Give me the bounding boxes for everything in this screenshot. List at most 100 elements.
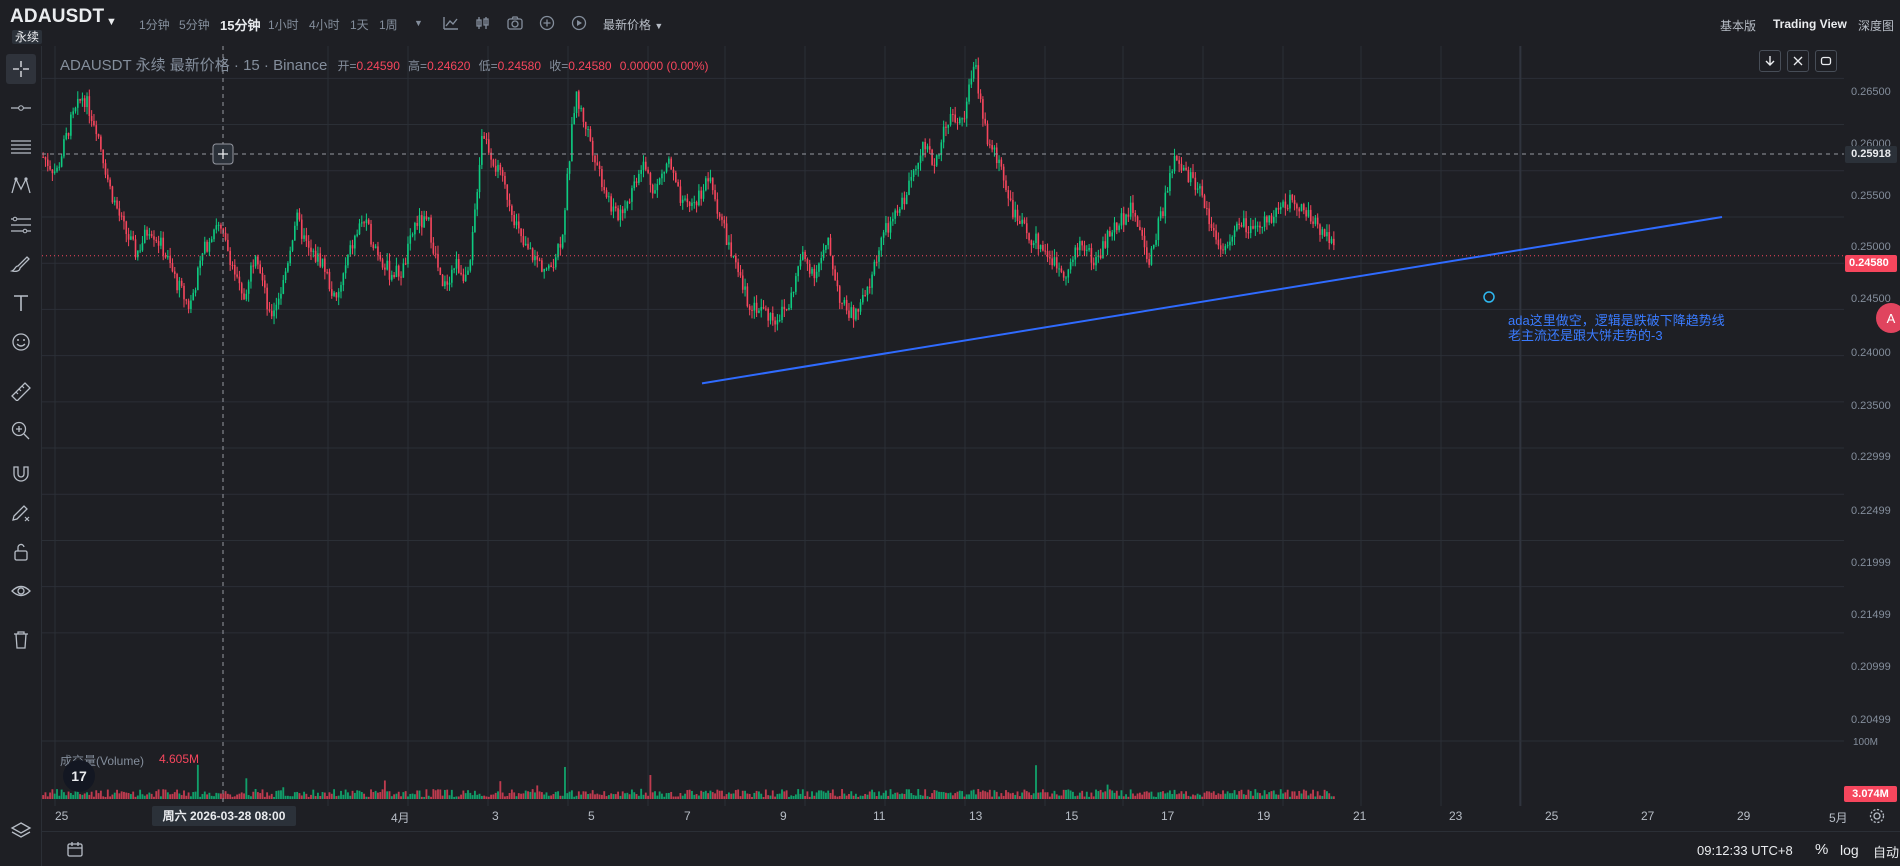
candle-body (1025, 223, 1028, 234)
candle-body (1157, 218, 1160, 240)
candle-body (183, 285, 185, 300)
volume-bar (58, 795, 61, 799)
volume-bar (303, 791, 305, 799)
timeframe-1m[interactable]: 1分钟 (139, 18, 170, 32)
indicators-icon[interactable] (442, 14, 460, 32)
volume-bar (434, 790, 437, 799)
more-timeframes-chevron-icon[interactable]: ▼ (414, 18, 423, 28)
volume-bar (693, 794, 696, 799)
volume-bar (654, 791, 656, 799)
magnet-tool[interactable] (6, 459, 36, 489)
volume-bar (213, 796, 215, 799)
candle-body (310, 247, 312, 252)
volume-bar (1201, 796, 1204, 799)
chevron-down-icon[interactable]: ▼ (106, 16, 117, 28)
view-depth-button[interactable]: 深度图 (1858, 19, 1895, 33)
candle-body (360, 222, 363, 224)
object-tree-tool[interactable] (6, 816, 36, 846)
volume-bar (56, 789, 58, 799)
trendline-tool[interactable] (6, 93, 36, 123)
volume-bar (993, 790, 996, 799)
volume-bar (134, 796, 137, 799)
volume-bar (372, 792, 375, 799)
channel-tool[interactable] (6, 132, 36, 162)
pattern-tool[interactable] (6, 171, 36, 201)
candle-body (134, 239, 137, 258)
timeframe-1d[interactable]: 1天 (350, 18, 369, 32)
view-basic-button[interactable]: 基本版 (1720, 19, 1757, 33)
view-tradingview-button[interactable]: Trading View (1773, 17, 1847, 31)
percent-scale-button[interactable]: % (1815, 841, 1829, 858)
candle-body (524, 243, 527, 246)
price-tick: 0.24000 (1851, 347, 1891, 359)
scroll-down-button[interactable] (1759, 50, 1781, 72)
zoom-tool[interactable] (6, 415, 36, 445)
brush-tool[interactable] (6, 249, 36, 279)
volume-bar (510, 789, 513, 799)
candle-body (100, 136, 102, 150)
candle-body (1270, 215, 1273, 223)
timeframe-1h[interactable]: 1小时 (268, 18, 299, 32)
fib-tool[interactable] (6, 210, 36, 240)
text-tool[interactable] (6, 288, 36, 318)
volume-bar (727, 792, 730, 799)
volume-bar (53, 793, 56, 799)
candle-body (970, 78, 973, 85)
price-type-dropdown[interactable]: 最新价格 ▼ (603, 18, 664, 32)
candle-body (952, 114, 954, 116)
volume-bar (1189, 796, 1192, 799)
volume-bar (411, 793, 414, 799)
replay-icon[interactable] (570, 14, 588, 32)
candle-body (554, 257, 557, 268)
emoji-tool[interactable] (6, 327, 36, 357)
chart-type-icon[interactable] (474, 14, 492, 32)
price-chart[interactable] (42, 46, 1844, 806)
volume-bar (169, 794, 172, 799)
volume-bar (605, 796, 608, 799)
settings-gear-icon[interactable] (1868, 807, 1886, 825)
candle-body (1291, 194, 1294, 201)
crosshair-tool[interactable] (6, 54, 36, 84)
pencil-icon (12, 505, 30, 522)
volume-bar (171, 793, 174, 799)
refresh-button[interactable] (1815, 50, 1837, 72)
volume-bar (617, 791, 620, 799)
volume-bar (1150, 791, 1153, 799)
timeframe-1w[interactable]: 1周 (379, 18, 398, 32)
candle-body (723, 219, 726, 224)
ai-assistant-icon[interactable]: A (1876, 303, 1900, 333)
date-range-icon[interactable] (65, 841, 85, 859)
volume-bar (224, 791, 227, 799)
add-circle-icon[interactable] (538, 14, 556, 32)
timeframe-5m[interactable]: 5分钟 (179, 18, 210, 32)
candle-body (153, 236, 155, 240)
timeframe-4h[interactable]: 4小时 (309, 18, 340, 32)
fullscreen-button[interactable] (1787, 50, 1809, 72)
volume-bar (1325, 791, 1328, 799)
candle-body (330, 289, 333, 296)
hide-drawings-tool[interactable] (6, 576, 36, 606)
volume-bar (1178, 793, 1181, 799)
chart-annotation[interactable]: ada这里做空，逻辑是跌破下降趋势线 老主流还是跟大饼走势的-3 (1508, 313, 1725, 343)
candle-body (390, 274, 393, 280)
timeframe-15m[interactable]: 15分钟 (220, 18, 261, 33)
volume-bar (383, 780, 386, 799)
edit-drawings-tool[interactable] (6, 498, 36, 528)
camera-icon[interactable] (506, 14, 524, 32)
volume-bar (1055, 794, 1058, 799)
symbol-selector[interactable]: ADAUSDT (10, 6, 105, 27)
volume-bar (603, 791, 606, 799)
candle-body (1106, 231, 1109, 248)
volume-bar (1226, 791, 1229, 799)
delete-drawings-tool[interactable] (6, 624, 36, 654)
log-scale-button[interactable]: log (1840, 842, 1859, 858)
candle-body (813, 268, 816, 279)
candle-body (1263, 216, 1266, 227)
measure-tool[interactable] (6, 376, 36, 406)
candle-body (474, 209, 476, 233)
lock-drawings-tool[interactable] (6, 537, 36, 567)
auto-scale-button[interactable]: 自动 (1873, 845, 1900, 860)
candle-body (739, 272, 742, 276)
candle-body (1146, 247, 1148, 259)
candle-body (663, 171, 666, 174)
